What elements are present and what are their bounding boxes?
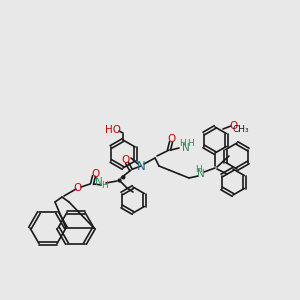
Text: H: H: [100, 182, 107, 190]
Text: HO: HO: [105, 125, 121, 135]
Text: O: O: [168, 134, 176, 144]
Text: O: O: [229, 121, 237, 131]
Text: H: H: [195, 166, 201, 175]
Text: N: N: [182, 143, 190, 153]
Text: N: N: [95, 177, 103, 187]
Text: O: O: [91, 169, 99, 179]
Text: O: O: [74, 183, 82, 193]
Text: ●: ●: [121, 175, 125, 179]
Text: H: H: [178, 140, 185, 148]
Text: H: H: [187, 140, 194, 148]
Text: O: O: [122, 155, 130, 165]
Text: N: N: [136, 160, 146, 172]
Text: N: N: [197, 169, 205, 179]
Text: CH₃: CH₃: [233, 125, 249, 134]
